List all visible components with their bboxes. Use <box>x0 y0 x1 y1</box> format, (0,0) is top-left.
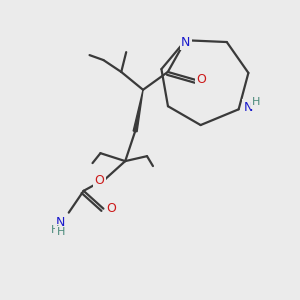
Text: O: O <box>106 202 116 215</box>
Text: N: N <box>181 36 190 49</box>
Text: H: H <box>252 98 261 107</box>
Text: H: H <box>57 227 65 237</box>
Text: H: H <box>51 226 59 236</box>
Text: O: O <box>196 74 206 86</box>
Polygon shape <box>133 90 143 132</box>
Text: O: O <box>94 174 104 188</box>
Text: N: N <box>56 216 65 229</box>
Text: N: N <box>244 101 253 114</box>
